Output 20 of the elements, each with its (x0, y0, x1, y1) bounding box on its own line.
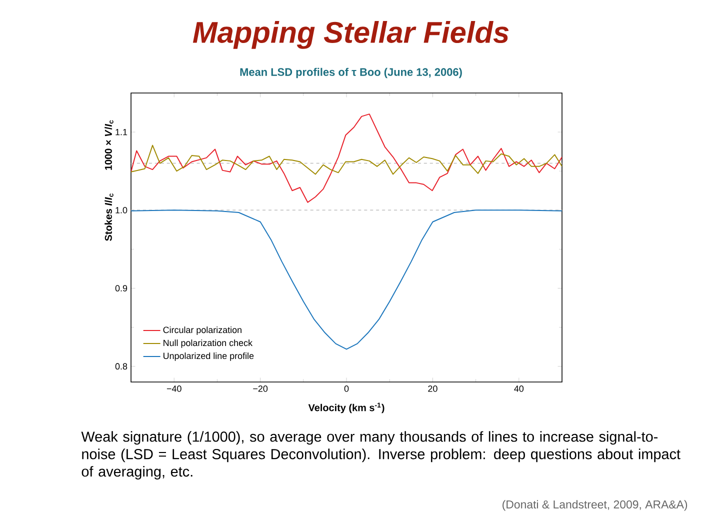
legend-label: Unpolarized line profile (164, 352, 254, 361)
x-tick-label: −20 (253, 386, 268, 392)
x-tick-label: 20 (428, 386, 438, 392)
legend-label: Circular polarization (163, 326, 242, 335)
x-tick-label: 40 (514, 386, 524, 392)
text: 1000 × V/I$_{c}$ (104, 120, 114, 170)
y-tick-label: 0.8 (115, 363, 128, 370)
chart-subtitle: Mean LSD profiles of τ Boo (June 13, 2006) (240, 68, 462, 78)
chart-title: Mapping Stellar Fields (192, 21, 509, 49)
x-axis-title: Velocity (km s$^{-1}$) (308, 402, 384, 414)
text: Weak signature (1/1000), so average over many thousands of lines to increase signal-to-noise (LSD = Least Squares Deconvolution). Inverse problem: deep questions about impact of averaging, etc. (81, 431, 680, 480)
line-series (131, 210, 562, 350)
y-tick-label: 0.9 (115, 285, 128, 292)
y-tick-label: 1.0 (116, 206, 128, 214)
y-axis-title: Stokes I/I$_{c}$ (104, 193, 114, 241)
legend-label: Null polarization check (164, 339, 253, 348)
y-tick-label: 1.1 (116, 128, 128, 136)
x-tick-label: −40 (166, 386, 182, 392)
x-tick-label: 0 (344, 386, 349, 392)
text: (Donati & Landstreet, 2009, ARA&A) (502, 500, 688, 511)
